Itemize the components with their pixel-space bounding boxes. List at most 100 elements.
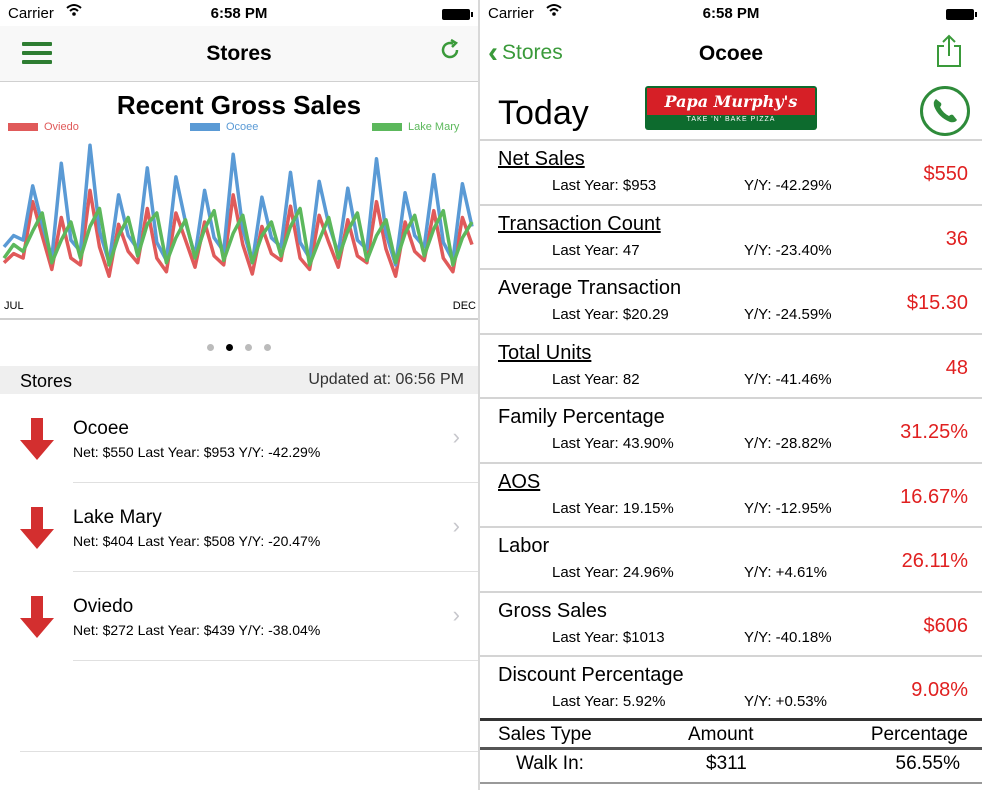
metric-yoy: Y/Y: -28.82% [744,435,832,452]
row-separator [73,571,478,572]
metric-name: Labor [498,535,550,557]
share-icon[interactable] [936,34,962,68]
metric-row[interactable]: Family Percentage Last Year: 43.90% Y/Y: -… [480,397,982,462]
status-time: 6:58 PM [210,5,268,22]
metric-name: Transaction Count [498,212,661,235]
metric-name: Net Sales [498,148,585,170]
metric-row[interactable]: Average Transaction Last Year: $20.29 Y/Y:… [480,268,982,333]
metric-name: Discount Percentage [498,664,684,686]
back-label: Stores [502,41,563,64]
battery-icon [442,9,473,20]
carrier-label: Carrier [8,5,54,22]
metric-value: 48 [945,356,968,379]
store-row-lake-mary[interactable]: Lake Mary Net: $404 Last Year: $508 Y/Y:… [0,483,478,572]
cell-percentage: 56.55% [895,753,960,774]
metric-value: 36 [945,227,968,250]
metric-last-year: Last Year: 47 [552,241,640,259]
page-dot[interactable] [207,344,214,351]
metric-row[interactable]: Labor Last Year: 24.96% Y/Y: +4.61% 26.11% [480,526,982,591]
page-dot[interactable] [245,344,252,351]
metric-last-year: Last Year: $20.29 [552,306,669,323]
status-bar: Carrier 6:58 PM [0,0,478,26]
row-separator [73,482,478,483]
x-tick-end: DEC [452,300,476,312]
updated-at: Updated at: 06:56 PM [308,371,464,388]
screen-divider [478,0,480,790]
metric-name: Average Transaction [498,277,682,299]
metric-value: $550 [923,163,969,185]
phone-icon[interactable] [920,86,970,136]
metric-yoy: Y/Y: -41.46% [744,370,832,388]
cell-amount: $311 [706,753,747,774]
row-separator [73,660,478,661]
logo-name: Papa Murphy's [647,88,815,115]
metric-last-year: Last Year: 24.96% [552,564,674,581]
metric-value: $606 [923,614,969,637]
store-name: Lake Mary [73,507,162,528]
series-line-lake-mary [2,206,474,267]
chart-title: Recent Gross Sales [116,90,362,120]
chart-plot [2,143,474,278]
metric-name: Gross Sales [498,599,607,622]
store-row-ocoee[interactable]: Ocoee Net: $550 Last Year: $953 Y/Y: -42… [0,394,478,483]
down-arrow-icon [20,596,54,638]
gross-sales-chart[interactable]: Recent Gross Sales Oviedo Ocoee Lake Mar… [0,82,478,320]
metric-row[interactable]: AOS Last Year: 19.15% Y/Y: -12.95% 16.67% [480,461,982,527]
wifi-icon [66,2,82,21]
x-tick-start: JUL [4,300,24,312]
col-percentage: Percentage [870,724,968,745]
chevron-right-icon: › [452,513,460,538]
store-detail: Net: $404 Last Year: $508 Y/Y: -20.47% [73,533,321,549]
page-dot-active[interactable] [226,344,233,351]
legend-label: Ocoee [226,121,259,133]
nav-title: Ocoee [698,42,764,65]
wifi-icon [546,2,562,21]
sales-type-row: Walk In: $311 56.55% [480,750,982,784]
stores-screen: Carrier 6:58 PM Stores Recent Gross Sale… [0,0,478,790]
today-label: Today [498,94,589,132]
status-bar: Carrier 6:58 PM [480,0,982,26]
store-name: Oviedo [73,596,134,617]
battery-icon [946,9,977,20]
metric-row[interactable]: Gross Sales Last Year: $1013 Y/Y: -40.18% $… [480,590,982,656]
metric-last-year: Last Year: 82 [552,370,640,388]
logo-tagline: TAKE 'N' BAKE PIZZA [686,116,776,123]
legend-label: Lake Mary [408,121,460,133]
chevron-right-icon: › [452,424,460,449]
metric-yoy: Y/Y: -42.29% [744,177,832,194]
metric-value: 31.25% [900,421,968,443]
stores-section-header: Stores Updated at: 06:56 PM [0,366,478,394]
metric-value: 16.67% [900,485,968,508]
status-time: 6:58 PM [702,5,760,22]
legend-ocoee: Ocoee [190,121,259,133]
metric-value: 9.08% [911,679,968,701]
metric-yoy: Y/Y: -40.18% [744,628,832,646]
metric-name: Family Percentage [498,406,665,428]
store-row-oviedo[interactable]: Oviedo Net: $272 Last Year: $439 Y/Y: -3… [0,572,478,661]
metric-name: AOS [498,470,541,493]
list-end-separator [20,751,478,752]
store-detail-screen: Carrier 6:58 PM ‹ Stores Ocoee Today Papa… [480,0,982,790]
cell-sales-type: Walk In: [516,753,584,774]
page-dot[interactable] [264,344,271,351]
store-detail: Net: $272 Last Year: $439 Y/Y: -38.04% [73,622,321,638]
metric-row[interactable]: Total Units Last Year: 82 Y/Y: -41.46% 48 [480,332,982,398]
metric-last-year: Last Year: 43.90% [552,435,674,452]
chevron-left-icon: ‹ [488,36,498,69]
metric-name: Total Units [498,341,592,364]
refresh-icon[interactable] [438,38,462,69]
col-sales-type: Sales Type [498,724,592,745]
page-indicator[interactable] [0,338,478,356]
legend-lake-mary: Lake Mary [372,121,460,133]
metric-row[interactable]: Net Sales Last Year: $953 Y/Y: -42.29% $550 [480,139,982,204]
down-arrow-icon [20,507,54,549]
metric-row[interactable]: Discount Percentage Last Year: 5.92% Y/Y: … [480,655,982,720]
menu-icon[interactable] [22,42,52,64]
metric-yoy: Y/Y: -23.40% [744,241,832,259]
sales-type-table-header: Sales Type Amount Percentage [480,718,982,750]
store-name: Ocoee [73,418,129,439]
metric-row[interactable]: Transaction Count Last Year: 47 Y/Y: -23.4… [480,203,982,269]
down-arrow-icon [20,418,54,460]
back-button[interactable]: ‹ Stores [488,36,563,70]
legend-swatch [190,123,220,131]
